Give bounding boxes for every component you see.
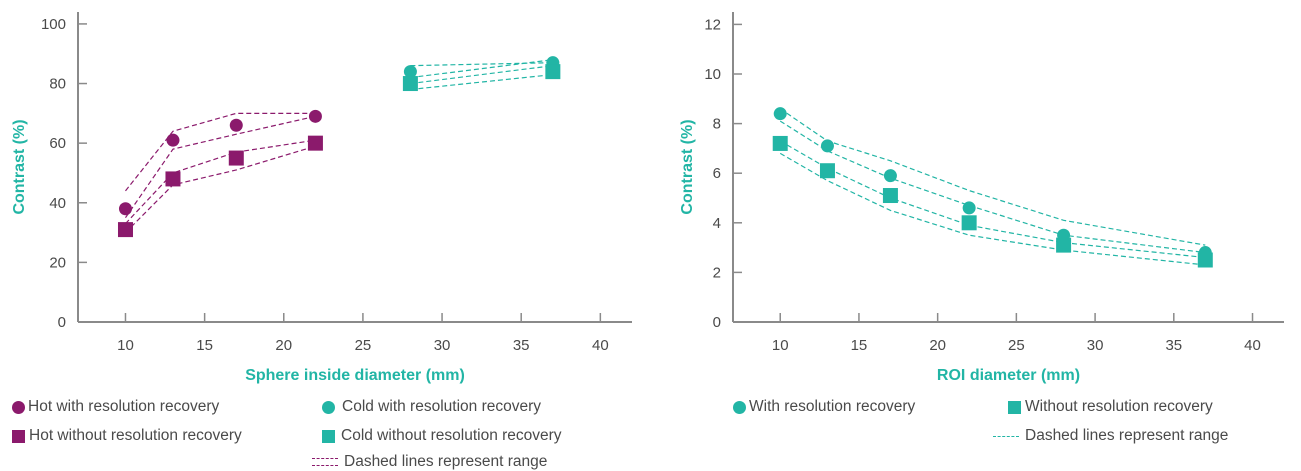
legend-left-range: Dashed lines represent range bbox=[312, 453, 547, 471]
legend-label: Dashed lines represent range bbox=[344, 453, 548, 470]
square-marker-icon bbox=[12, 429, 25, 443]
legend-label: Cold without resolution recovery bbox=[341, 427, 562, 444]
data-point-circle bbox=[229, 118, 243, 132]
range-dashed-line bbox=[410, 62, 553, 67]
legend-label: Without resolution recovery bbox=[1025, 398, 1213, 415]
y-tick-label: 0 bbox=[58, 314, 66, 331]
data-point-square bbox=[545, 64, 561, 80]
legend-label: Cold with resolution recovery bbox=[342, 398, 542, 415]
y-tick-label: 12 bbox=[704, 16, 721, 33]
y-tick-label: 6 bbox=[713, 165, 721, 182]
square-marker-icon bbox=[322, 429, 335, 443]
data-point-square bbox=[772, 135, 788, 151]
data-point-square bbox=[819, 163, 835, 179]
legend-left-cold-without: Cold without resolution recovery bbox=[322, 427, 562, 445]
x-tick-label: 10 bbox=[117, 337, 134, 354]
x-axis-title: ROI diameter (mm) bbox=[937, 367, 1080, 384]
legend-left-hot-with: Hot with resolution recovery bbox=[12, 398, 219, 416]
legend-label: Hot with resolution recovery bbox=[28, 398, 220, 415]
x-tick-label: 40 bbox=[1244, 337, 1261, 354]
range-dashed-line bbox=[124, 115, 316, 219]
legend-label: With resolution recovery bbox=[749, 398, 916, 415]
data-point-square bbox=[882, 188, 898, 204]
x-tick-label: 15 bbox=[851, 337, 868, 354]
y-tick-label: 4 bbox=[713, 215, 721, 232]
legend-label: Hot without resolution recovery bbox=[29, 427, 242, 444]
legend-right-with: With resolution recovery bbox=[733, 398, 915, 416]
data-point-circle bbox=[166, 133, 180, 147]
y-tick-label: 8 bbox=[713, 116, 721, 133]
range-dashed-line bbox=[779, 108, 1206, 246]
y-tick-label: 80 bbox=[49, 76, 66, 93]
data-point-square bbox=[117, 222, 133, 238]
data-point-square bbox=[1056, 237, 1072, 253]
data-point-square bbox=[402, 76, 418, 92]
legend-right-range: Dashed lines represent range bbox=[993, 427, 1228, 445]
circle-marker-icon bbox=[322, 400, 335, 414]
data-point-circle bbox=[962, 201, 976, 215]
x-tick-label: 20 bbox=[929, 337, 946, 354]
x-tick-label: 35 bbox=[1165, 337, 1182, 354]
y-tick-label: 0 bbox=[713, 314, 721, 331]
y-tick-label: 100 bbox=[41, 16, 66, 33]
y-axis-title: Contrast (%) bbox=[679, 119, 696, 214]
y-tick-label: 20 bbox=[49, 254, 66, 271]
x-tick-label: 20 bbox=[275, 337, 292, 354]
data-point-circle bbox=[820, 139, 834, 153]
legend-right-without: Without resolution recovery bbox=[1008, 398, 1213, 416]
legend-left-cold-with: Cold with resolution recovery bbox=[322, 398, 541, 416]
x-tick-label: 35 bbox=[513, 337, 530, 354]
dashed-line-icon bbox=[993, 435, 1019, 437]
y-tick-label: 60 bbox=[49, 135, 66, 152]
x-axis-title: Sphere inside diameter (mm) bbox=[245, 367, 465, 384]
range-dashed-line bbox=[125, 139, 316, 225]
x-tick-label: 40 bbox=[592, 337, 609, 354]
legend-left-hot-without: Hot without resolution recovery bbox=[12, 427, 242, 445]
data-point-square bbox=[165, 171, 181, 187]
range-dashed-line bbox=[125, 112, 316, 192]
y-tick-label: 10 bbox=[704, 66, 721, 83]
circle-marker-icon bbox=[733, 400, 746, 414]
circle-marker-icon bbox=[12, 400, 25, 414]
data-point-circle bbox=[773, 107, 787, 121]
range-dashed-line bbox=[125, 145, 316, 234]
data-point-circle bbox=[883, 169, 897, 183]
range-dashed-line bbox=[410, 65, 553, 85]
data-point-circle bbox=[308, 109, 322, 123]
data-point-circle bbox=[118, 202, 132, 216]
x-tick-label: 10 bbox=[772, 337, 789, 354]
x-tick-label: 15 bbox=[196, 337, 213, 354]
legend-label: Dashed lines represent range bbox=[1025, 427, 1229, 444]
range-dashed-line bbox=[779, 120, 1206, 254]
y-tick-label: 2 bbox=[713, 264, 721, 281]
x-tick-label: 25 bbox=[355, 337, 372, 354]
y-axis-title: Contrast (%) bbox=[11, 119, 28, 214]
data-point-square bbox=[228, 150, 244, 166]
x-tick-label: 30 bbox=[1087, 337, 1104, 354]
y-tick-label: 40 bbox=[49, 195, 66, 212]
data-point-square bbox=[1197, 252, 1213, 268]
x-tick-label: 30 bbox=[434, 337, 451, 354]
data-point-square bbox=[307, 135, 323, 151]
x-tick-label: 25 bbox=[1008, 337, 1025, 354]
data-point-circle bbox=[403, 65, 417, 79]
square-marker-icon bbox=[1008, 400, 1021, 414]
data-point-square bbox=[961, 215, 977, 231]
dashed-line-icon bbox=[312, 458, 338, 466]
range-dashed-line bbox=[779, 152, 1206, 266]
range-dashed-line bbox=[410, 73, 553, 91]
